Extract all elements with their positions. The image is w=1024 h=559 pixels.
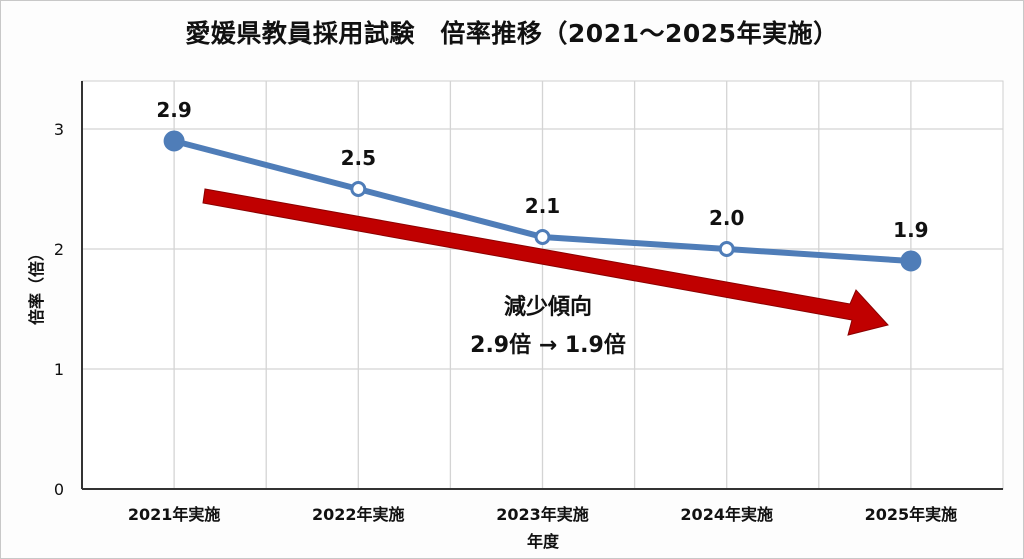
series-line [163, 130, 922, 272]
data-point [900, 250, 922, 272]
x-tick-label: 2024年実施 [680, 505, 773, 524]
data-label: 2.5 [341, 146, 376, 170]
data-point [718, 241, 735, 257]
x-tick-label: 2025年実施 [865, 505, 958, 524]
y-axis-label: 倍率（倍） [27, 245, 46, 325]
x-tick-label: 2023年実施 [496, 505, 589, 524]
chart-title: 愛媛県教員採用試験 倍率推移（2021～2025年実施） [185, 19, 839, 48]
trend-arrow-shape [202, 188, 889, 336]
y-tick-label: 0 [54, 480, 64, 499]
x-tick-label: 2021年実施 [128, 505, 221, 524]
x-axis-label: 年度 [527, 532, 560, 551]
data-label: 2.0 [709, 206, 744, 230]
data-point [163, 130, 185, 152]
annotation-line-2: 2.9倍 → 1.9倍 [470, 332, 626, 358]
x-tick-label: 2022年実施 [312, 505, 405, 524]
data-label: 2.1 [525, 194, 560, 218]
y-tick-label: 2 [54, 240, 64, 259]
annotation-line-1: 減少傾向 [504, 294, 592, 320]
grid [81, 80, 1004, 490]
y-tick-label: 3 [54, 120, 64, 139]
y-tick-label: 1 [54, 360, 64, 379]
trend-arrow [202, 188, 889, 336]
data-label: 2.9 [156, 98, 191, 122]
data-label: 1.9 [893, 218, 928, 242]
axes [81, 81, 1003, 490]
data-point [350, 181, 367, 197]
data-point [534, 229, 551, 245]
